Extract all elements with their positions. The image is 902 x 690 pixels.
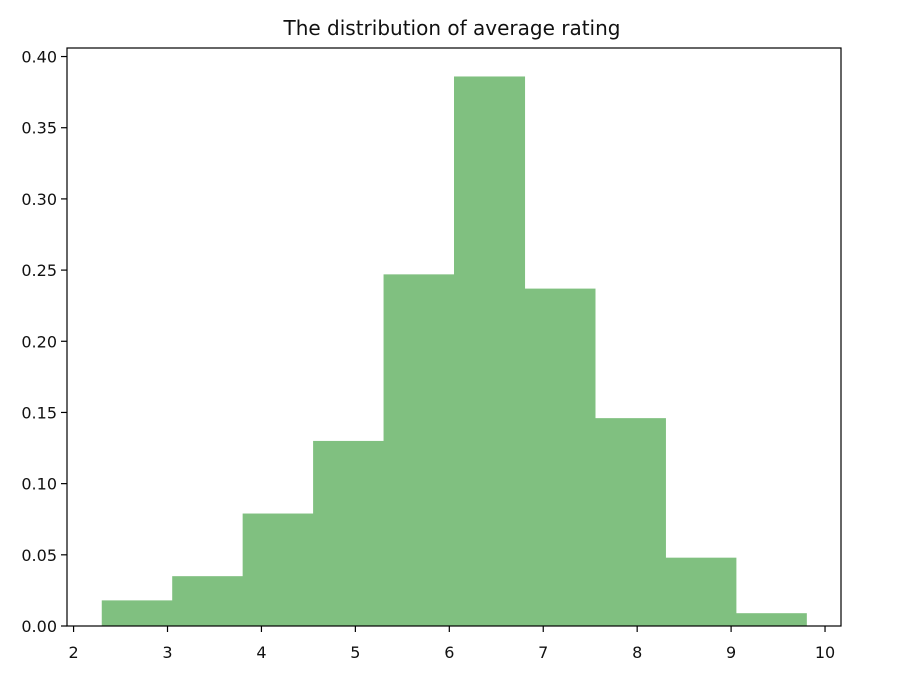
- y-tick-label: 0.20: [21, 332, 57, 351]
- histogram-bar-5: [383, 274, 455, 626]
- y-tick-label: 0.35: [21, 119, 57, 138]
- x-tick-label: 9: [726, 643, 736, 662]
- x-tick-label: 5: [350, 643, 360, 662]
- bars-layer: [101, 76, 807, 627]
- y-tick-label: 0.10: [21, 475, 57, 494]
- y-tick-label: 0.40: [21, 48, 57, 67]
- chart-title: The distribution of average rating: [282, 16, 620, 40]
- plot-frame: [66, 47, 842, 627]
- x-tick-label: 8: [632, 643, 642, 662]
- y-tick-label: 0.05: [21, 546, 57, 565]
- x-tick-label: 6: [444, 643, 454, 662]
- y-tick-label: 0.15: [21, 403, 57, 422]
- histogram-bar-10: [735, 613, 807, 626]
- x-tick-label: 4: [256, 643, 266, 662]
- histogram-bar-8: [594, 418, 666, 626]
- histogram-bar-3: [242, 513, 314, 626]
- histogram-bar-2: [172, 576, 244, 626]
- histogram-bar-7: [524, 288, 596, 626]
- x-tick-label: 7: [538, 643, 548, 662]
- y-tick-label: 0.25: [21, 261, 57, 280]
- y-tick-label: 0.30: [21, 190, 57, 209]
- x-tick-label: 2: [68, 643, 78, 662]
- histogram-bar-1: [101, 600, 173, 626]
- histogram-bar-6: [454, 76, 526, 627]
- histogram-bar-9: [665, 557, 737, 626]
- x-tick-label: 3: [162, 643, 172, 662]
- y-tick-label: 0.00: [21, 617, 57, 636]
- x-tick-label: 10: [815, 643, 835, 662]
- y-axis: 0.00 0.05 0.10 0.15 0.20 0.25 0.30 0.35 0.40: [21, 48, 67, 636]
- x-axis: 2 3 4 5 6 7 8 9 10: [68, 626, 835, 662]
- histogram-bar-4: [313, 440, 385, 626]
